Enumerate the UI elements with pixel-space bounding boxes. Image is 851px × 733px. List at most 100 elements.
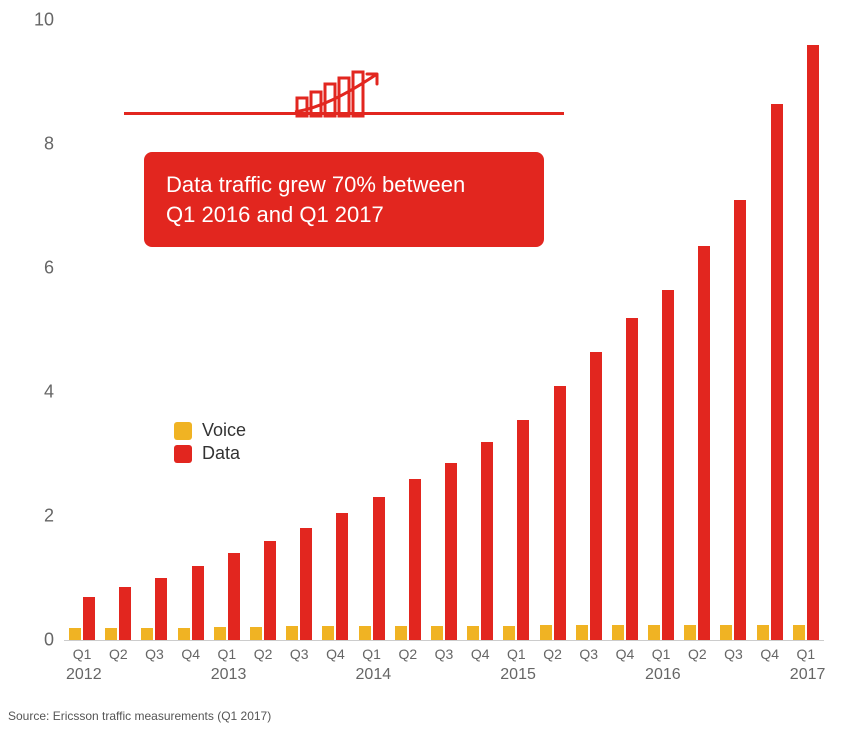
voice-bar: [141, 628, 153, 640]
voice-bar: [178, 628, 190, 640]
bar-group: [715, 200, 751, 640]
x-tick-quarter: Q1: [64, 646, 100, 662]
x-tick-quarter: Q2: [534, 646, 570, 662]
data-bar: [517, 420, 529, 640]
y-tick-label: 8: [24, 134, 54, 155]
voice-bar: [576, 625, 588, 640]
voice-bar: [503, 626, 515, 640]
legend-label: Data: [202, 443, 240, 464]
voice-bar: [612, 625, 624, 640]
x-tick-quarter: Q1: [788, 646, 824, 662]
x-tick-quarter: Q2: [245, 646, 281, 662]
x-tick-quarter: Q4: [173, 646, 209, 662]
bar-group: [136, 578, 172, 640]
bar-group: [317, 513, 353, 640]
data-bar: [119, 587, 131, 640]
x-tick-year: 2012: [64, 666, 100, 684]
callout-decoration: [124, 76, 564, 116]
legend-item: Data: [174, 443, 246, 464]
data-bar: [445, 463, 457, 640]
legend-swatch: [174, 422, 192, 440]
data-bar: [373, 497, 385, 640]
bar-group: [571, 352, 607, 640]
x-tick-year: 2015: [498, 666, 534, 684]
data-bar: [590, 352, 602, 640]
growth-bars-icon: [289, 68, 399, 124]
voice-bar: [720, 625, 732, 641]
y-tick-label: 6: [24, 258, 54, 279]
voice-bar: [540, 625, 552, 640]
x-tick-quarter: Q4: [752, 646, 788, 662]
x-tick-quarter: Q1: [498, 646, 534, 662]
bar-group: [752, 104, 788, 640]
bar-group: [100, 587, 136, 640]
bar-group: [209, 553, 245, 640]
x-tick-year: 2017: [788, 666, 824, 684]
bar-group: [462, 442, 498, 640]
x-tick-quarter: Q3: [136, 646, 172, 662]
voice-bar: [395, 626, 407, 640]
bar-group: [64, 597, 100, 640]
data-bar: [192, 566, 204, 640]
data-bar: [771, 104, 783, 640]
data-bar: [734, 200, 746, 640]
x-tick-quarter: Q4: [317, 646, 353, 662]
x-tick-year: 2016: [643, 666, 679, 684]
x-tick-year: 2014: [354, 666, 390, 684]
bar-group: [281, 528, 317, 640]
y-tick-label: 2: [24, 506, 54, 527]
voice-bar: [250, 627, 262, 640]
data-bar: [698, 246, 710, 640]
data-bar: [83, 597, 95, 640]
voice-bar: [69, 628, 81, 640]
data-bar: [228, 553, 240, 640]
bar-group: [498, 420, 534, 640]
x-tick-quarter: Q4: [607, 646, 643, 662]
voice-bar: [648, 625, 660, 640]
y-tick-label: 0: [24, 630, 54, 651]
voice-bar: [757, 625, 769, 641]
x-tick-quarter: Q2: [390, 646, 426, 662]
y-tick-label: 4: [24, 382, 54, 403]
bar-group: [788, 45, 824, 640]
legend-swatch: [174, 445, 192, 463]
voice-bar: [105, 628, 117, 640]
data-bar: [626, 318, 638, 640]
bar-group: [390, 479, 426, 640]
x-tick-quarter: Q2: [679, 646, 715, 662]
bar-group: [534, 386, 570, 640]
bar-group: [354, 497, 390, 640]
x-tick-quarter: Q1: [643, 646, 679, 662]
x-tick-quarter: Q1: [209, 646, 245, 662]
x-tick-quarter: Q3: [715, 646, 751, 662]
source-citation: Source: Ericsson traffic measurements (Q…: [8, 709, 271, 723]
x-axis-baseline: [64, 640, 824, 641]
legend-item: Voice: [174, 420, 246, 441]
data-bar: [300, 528, 312, 640]
callout-text-line2: Q1 2016 and Q1 2017: [166, 200, 522, 230]
x-tick-quarter: Q1: [354, 646, 390, 662]
bar-group: [245, 541, 281, 640]
data-bar: [155, 578, 167, 640]
data-bar: [807, 45, 819, 640]
data-bar: [336, 513, 348, 640]
data-bar: [554, 386, 566, 640]
x-tick-quarter: Q3: [571, 646, 607, 662]
legend-label: Voice: [202, 420, 246, 441]
voice-bar: [793, 625, 805, 641]
bar-group: [643, 290, 679, 640]
bar-group: [173, 566, 209, 640]
voice-bar: [431, 626, 443, 640]
data-bar: [264, 541, 276, 640]
x-tick-year: 2013: [209, 666, 245, 684]
callout-box: Data traffic grew 70% between Q1 2016 an…: [144, 152, 544, 247]
voice-bar: [286, 626, 298, 640]
voice-bar: [467, 626, 479, 640]
voice-bar: [684, 625, 696, 641]
callout-text-line1: Data traffic grew 70% between: [166, 170, 522, 200]
data-bar: [481, 442, 493, 640]
data-bar: [662, 290, 674, 640]
bar-group: [679, 246, 715, 640]
x-axis-quarters: Q1Q2Q3Q4Q1Q2Q3Q4Q1Q2Q3Q4Q1Q2Q3Q4Q1Q2Q3Q4…: [64, 646, 824, 662]
x-tick-quarter: Q3: [426, 646, 462, 662]
